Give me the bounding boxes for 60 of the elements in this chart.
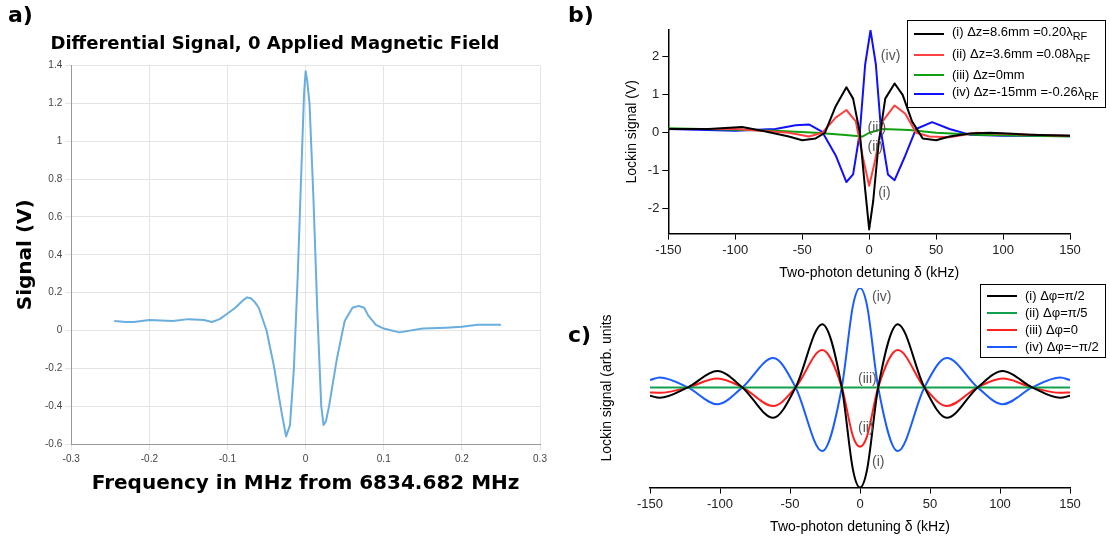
legend-label: (ii) Δz=3.6mm =0.08λ$_{RF}$ xyxy=(952,44,1090,66)
x-tick-label: -100 xyxy=(722,241,749,257)
legend-label: (i) Δz=8.6mm =0.20λ$_{RF}$ xyxy=(952,23,1088,44)
text: a) xyxy=(8,2,33,27)
text: c) xyxy=(568,322,592,347)
x-tick-label: 150 xyxy=(1059,495,1081,511)
y-axis-title: Lockin signal (arb. units xyxy=(597,314,614,462)
y-tick-label: 0.6 xyxy=(48,210,63,222)
x-tick-label: 50 xyxy=(928,241,944,257)
y-tick-label: 0.4 xyxy=(48,248,63,260)
y-tick-label: 0.2 xyxy=(48,286,63,298)
x-tick-label: 0 xyxy=(865,241,873,257)
x-tick-label: 150 xyxy=(1059,241,1081,257)
legend-label: (i) Δφ=π/2 xyxy=(1025,287,1085,304)
x-tick-label: 100 xyxy=(992,241,1014,257)
legend-label: (iii) Δφ=0 xyxy=(1025,321,1078,338)
y-axis-title: Signal (V) xyxy=(12,199,37,311)
y-tick-label: -2 xyxy=(647,200,660,216)
y-tick-label: -0.4 xyxy=(45,399,63,411)
y-tick-label: -0.2 xyxy=(45,362,63,374)
x-tick-label: -50 xyxy=(792,241,812,257)
y-tick-label: 2 xyxy=(652,48,660,64)
y-tick-label: -0.6 xyxy=(45,437,63,449)
y-tick-label: 0.8 xyxy=(48,172,63,184)
text: b) xyxy=(568,2,594,27)
y-tick-label: 1 xyxy=(56,135,63,147)
x-tick-label: -0.2 xyxy=(140,452,159,464)
x-tick-label: -150 xyxy=(636,495,664,511)
y-tick-label: 0 xyxy=(56,324,63,336)
y-tick-label: 1 xyxy=(652,86,660,102)
x-tick-label: 0.2 xyxy=(454,452,470,464)
legend-label: (iv) Δφ=−π/2 xyxy=(1025,338,1099,355)
x-tick-label: 0.1 xyxy=(376,452,392,464)
x-tick-label: -0.3 xyxy=(62,452,81,464)
x-tick-label: 0.3 xyxy=(533,452,548,464)
annotation: (iv) xyxy=(880,47,901,64)
annotation: (i) xyxy=(872,452,885,469)
y-axis-title: Lockin signal (V) xyxy=(623,80,640,184)
legend-label: (iv) Δz=-15mm =-0.26λ$_{RF}$ xyxy=(952,83,1099,104)
legend-label: (iii) Δz=0mm xyxy=(952,66,1025,84)
y-tick-label: 1.4 xyxy=(48,59,63,71)
annotation: (iii) xyxy=(858,370,877,387)
x-tick-label: -50 xyxy=(780,495,800,511)
x-axis-title: Two-photon detuning δ (kHz) xyxy=(779,264,960,281)
chart-title: Differential Signal, 0 Applied Magnetic Field xyxy=(50,32,500,54)
y-tick-label: -1 xyxy=(647,162,660,178)
x-tick-label: 50 xyxy=(922,495,938,511)
y-tick-label: 0 xyxy=(652,124,660,140)
x-tick-label: -0.1 xyxy=(218,452,237,464)
x-tick-label: 0 xyxy=(302,452,309,464)
x-axis-title: Frequency in MHz from 6834.682 MHz xyxy=(91,470,520,495)
annotation: (i) xyxy=(878,183,891,200)
x-tick-label: -100 xyxy=(706,495,734,511)
x-axis-title: Two-photon detuning δ (kHz) xyxy=(770,518,950,535)
x-tick-label: -150 xyxy=(655,241,682,257)
legend-label: (ii) Δφ=π/5 xyxy=(1025,304,1088,321)
x-tick-label: 0 xyxy=(856,495,864,511)
y-tick-label: 1.2 xyxy=(48,97,63,109)
x-tick-label: 100 xyxy=(989,495,1011,511)
annotation: (iv) xyxy=(872,288,892,305)
